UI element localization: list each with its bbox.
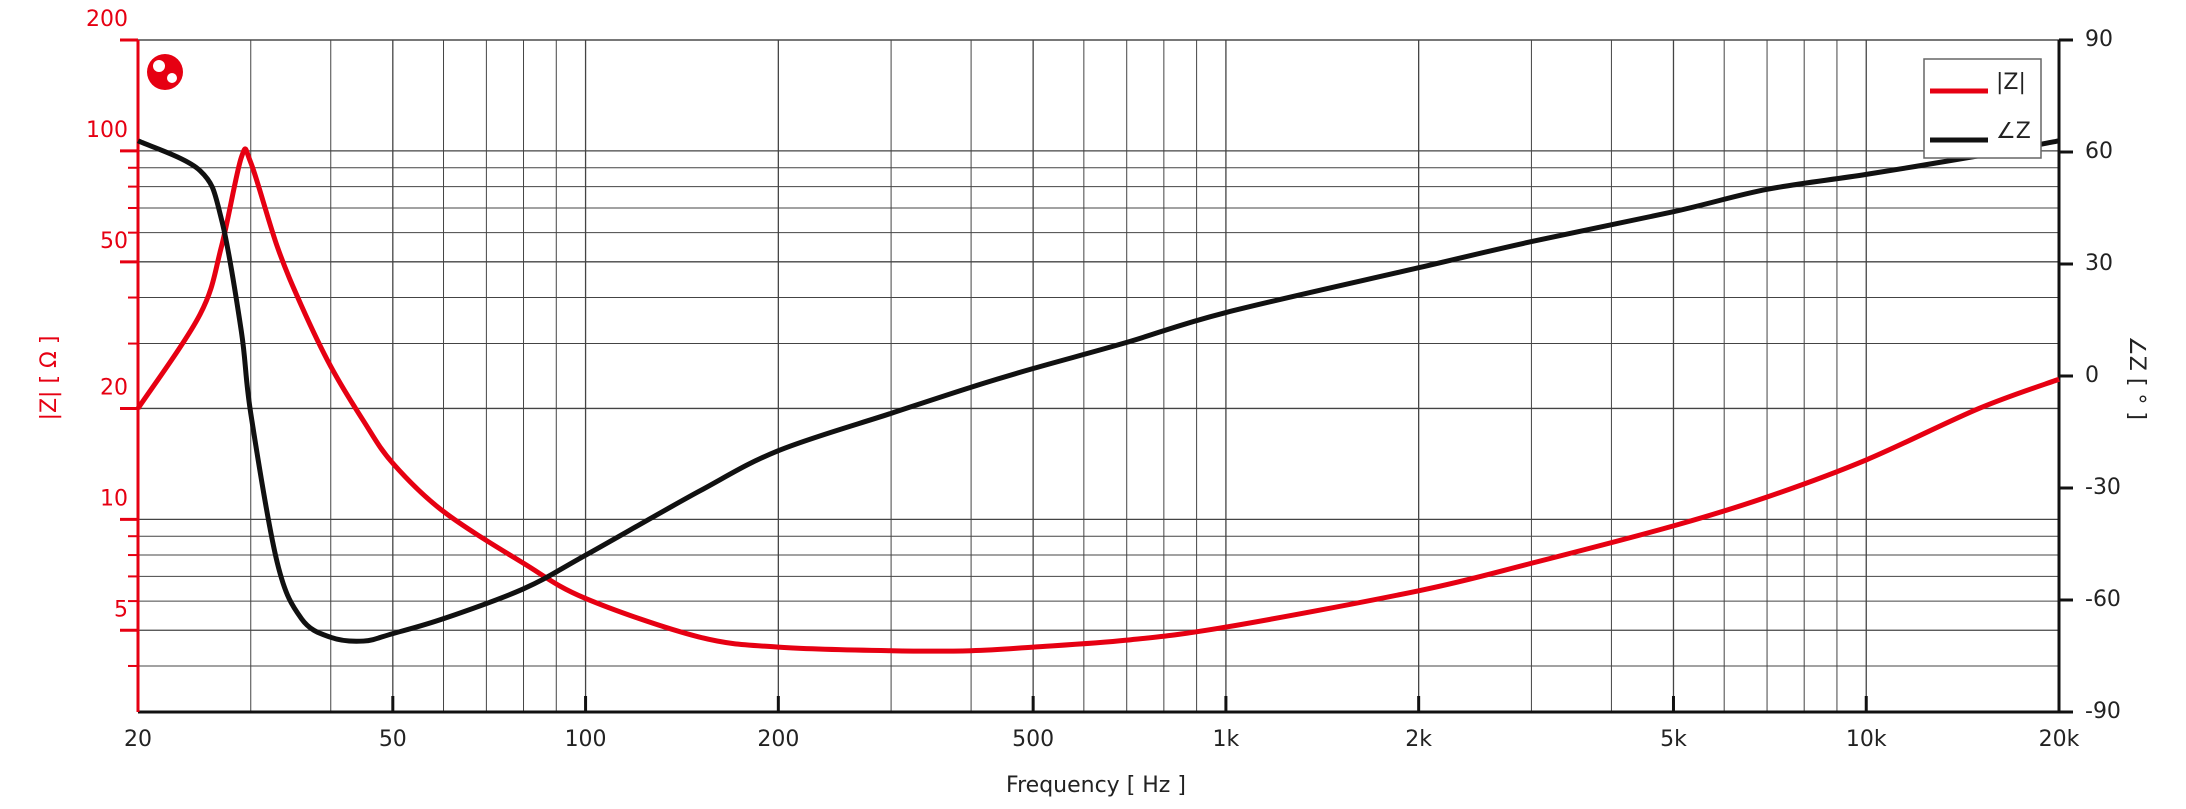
legend-label: |Z| xyxy=(1996,70,2026,95)
x-tick-label: 2k xyxy=(1405,727,1432,752)
x-tick-label: 20 xyxy=(124,727,152,752)
y-tick-label: 5 xyxy=(114,597,128,622)
x-tick-label: 50 xyxy=(379,727,407,752)
x-axis-title: Frequency [ Hz ] xyxy=(1006,773,1186,798)
series-line xyxy=(135,146,2060,654)
y-tick-label: 100 xyxy=(86,118,128,143)
y-axis-title: |Z| [ Ω ] xyxy=(37,336,62,421)
x-tick-label: 500 xyxy=(1012,727,1054,752)
y2-tick-label: -90 xyxy=(2085,699,2121,724)
series-line xyxy=(136,138,2060,644)
y-tick-label: 200 xyxy=(86,7,128,32)
y-tick-label: 10 xyxy=(100,486,128,511)
x-tick-label: 20k xyxy=(2039,727,2080,752)
y-tick-label: 20 xyxy=(100,375,128,400)
y2-tick-label: -30 xyxy=(2085,475,2121,500)
x-tick-label: 10k xyxy=(1846,727,1887,752)
x-tick-label: 1k xyxy=(1213,727,1240,752)
x-tick-label: 5k xyxy=(1660,727,1687,752)
y-tick-label: 50 xyxy=(100,229,128,254)
x-tick-label: 100 xyxy=(565,727,607,752)
legend-label: ∠Z xyxy=(1996,119,2031,144)
y2-tick-label: 0 xyxy=(2085,363,2099,388)
y2-axis-title: ∠Z [ ° ] xyxy=(2124,336,2149,420)
logo xyxy=(147,54,183,90)
y2-tick-label: 30 xyxy=(2085,251,2113,276)
x-tick-label: 200 xyxy=(757,727,799,752)
y2-tick-label: -60 xyxy=(2085,587,2121,612)
y2-tick-label: 90 xyxy=(2085,27,2113,52)
y2-tick-label: 60 xyxy=(2085,139,2113,164)
